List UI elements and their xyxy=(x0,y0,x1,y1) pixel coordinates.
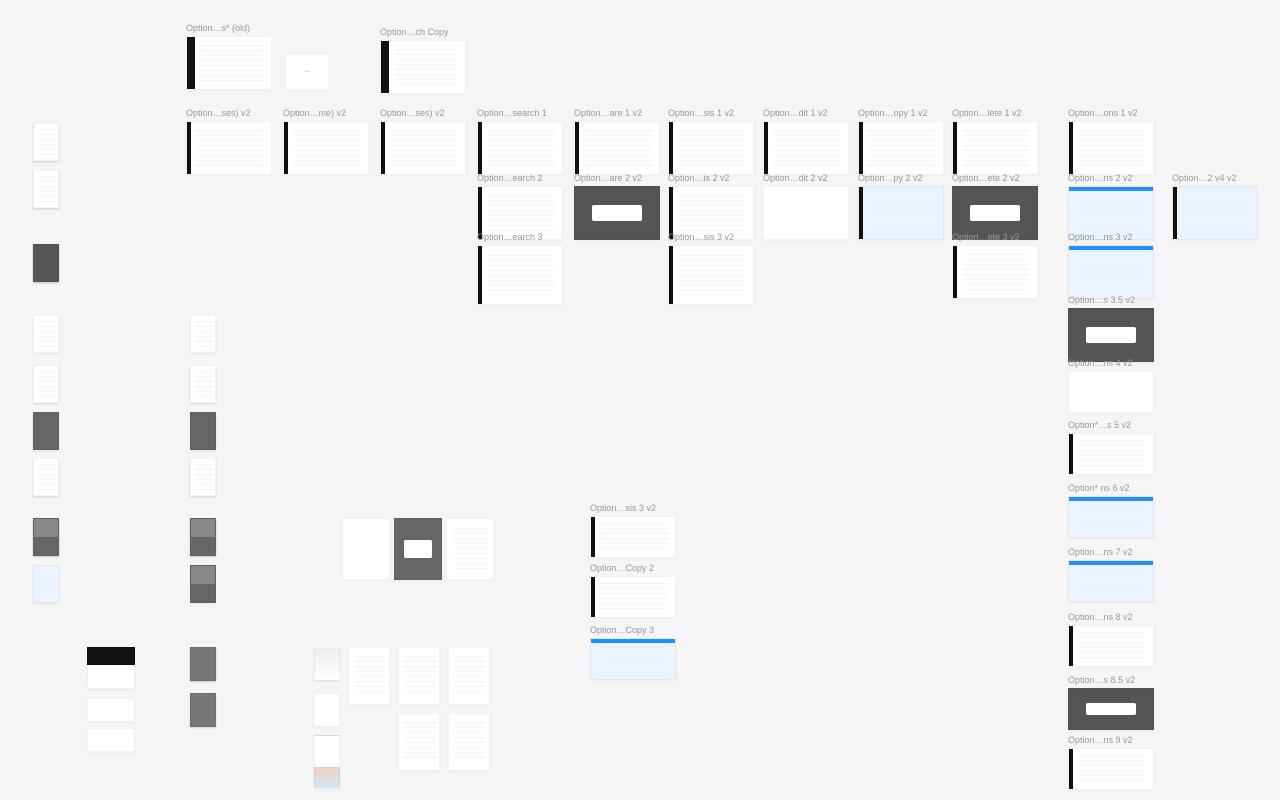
artboard-label: Option…dit 2 v2 xyxy=(763,173,828,183)
artboard-thumbnail[interactable] xyxy=(477,245,563,305)
artboard-label: Option…are 2 v2 xyxy=(574,173,642,183)
artboard-thumbnail[interactable] xyxy=(314,647,340,681)
artboard-thumbnail[interactable] xyxy=(190,565,216,603)
artboard-thumbnail[interactable] xyxy=(87,698,135,722)
artboard-thumbnail[interactable] xyxy=(314,735,340,789)
artboard-thumbnail[interactable] xyxy=(590,576,676,618)
artboard-label: Option…ns 2 v2 xyxy=(1068,173,1133,183)
artboard-thumbnail[interactable] xyxy=(33,170,59,208)
artboard-label: Option…ns 3 v2 xyxy=(1068,232,1133,242)
artboard-thumbnail[interactable] xyxy=(33,123,59,161)
artboard-thumbnail[interactable] xyxy=(574,186,660,240)
artboard-thumbnail[interactable] xyxy=(1068,371,1154,413)
artboard-thumbnail[interactable] xyxy=(87,665,135,689)
artboard-thumbnail[interactable] xyxy=(342,518,390,580)
artboard-thumbnail[interactable] xyxy=(348,647,390,705)
artboard-thumbnail[interactable] xyxy=(398,647,440,705)
artboard-label: Option…ns 7 v2 xyxy=(1068,547,1133,557)
artboard-thumbnail[interactable] xyxy=(858,121,944,175)
artboard-label: Option…earch 2 xyxy=(477,173,543,183)
artboard-thumbnail[interactable] xyxy=(314,693,340,727)
artboard-label: Option…ns 9 v2 xyxy=(1068,735,1133,745)
artboard-label: Option…ch Copy xyxy=(380,27,449,37)
artboard-thumbnail[interactable] xyxy=(1068,748,1154,790)
artboard-thumbnail[interactable] xyxy=(186,36,272,90)
artboard-thumbnail[interactable] xyxy=(858,186,944,240)
artboard-thumbnail[interactable] xyxy=(190,647,216,681)
artboard-thumbnail[interactable] xyxy=(186,121,272,175)
artboard-thumbnail[interactable] xyxy=(190,518,216,556)
artboard-label: Option…sis 3 v2 xyxy=(590,503,656,513)
artboard-thumbnail[interactable] xyxy=(33,365,59,403)
artboard-label: Option…ns 8 v2 xyxy=(1068,612,1133,622)
artboard-label: Option…ns 4 v2 xyxy=(1068,358,1133,368)
artboard-thumbnail[interactable] xyxy=(763,186,849,240)
artboard-thumbnail[interactable] xyxy=(33,518,59,556)
artboard-label: Option…s 8.5 v2 xyxy=(1068,675,1135,685)
artboard-label: Option*…s 5 v2 xyxy=(1068,420,1131,430)
artboard-thumbnail[interactable] xyxy=(763,121,849,175)
artboard-thumbnail[interactable] xyxy=(1068,625,1154,667)
artboard-thumbnail[interactable] xyxy=(33,458,59,496)
artboard-thumbnail[interactable] xyxy=(574,121,660,175)
artboard-label: Option…s 3.5 v2 xyxy=(1068,295,1135,305)
artboard-thumbnail[interactable] xyxy=(448,647,490,705)
artboard-thumbnail[interactable] xyxy=(590,638,676,680)
artboard-thumbnail[interactable] xyxy=(190,412,216,450)
artboard-label: Option…me) v2 xyxy=(283,108,346,118)
artboard-label: Option…earch 3 xyxy=(477,232,543,242)
artboard-thumbnail[interactable] xyxy=(1068,308,1154,362)
artboard-thumbnail[interactable] xyxy=(398,713,440,771)
artboard-label: Option…sis 3 v2 xyxy=(668,232,734,242)
artboard-thumbnail[interactable] xyxy=(190,315,216,353)
artboard-label: Option…s* (old) xyxy=(186,23,250,33)
artboard-thumbnail[interactable] xyxy=(590,516,676,558)
artboard-label: Option* ns 6 v2 xyxy=(1068,483,1130,493)
artboard-thumbnail[interactable] xyxy=(668,245,754,305)
artboard-thumbnail[interactable] xyxy=(33,412,59,450)
artboard-thumbnail[interactable] xyxy=(448,713,490,771)
artboard-thumbnail[interactable] xyxy=(477,121,563,175)
artboard-label: Option…search 1 xyxy=(477,108,547,118)
artboard-thumbnail[interactable] xyxy=(1068,433,1154,475)
artboard-thumbnail[interactable] xyxy=(1068,496,1154,538)
artboard-thumbnail[interactable] xyxy=(380,40,466,94)
artboard-thumbnail[interactable] xyxy=(33,244,59,282)
artboard-label: Option…2 v4 v2 xyxy=(1172,173,1237,183)
artboard-label: Option…ons 1 v2 xyxy=(1068,108,1138,118)
artboard-label: Option…py 2 v2 xyxy=(858,173,923,183)
artboard-thumbnail[interactable] xyxy=(380,121,466,175)
artboard-thumbnail[interactable] xyxy=(190,458,216,496)
artboard-label: Option…ses) v2 xyxy=(186,108,251,118)
artboard-label: Option…lete 1 v2 xyxy=(952,108,1022,118)
artboard-thumbnail[interactable] xyxy=(446,518,494,580)
artboard-thumbnail[interactable] xyxy=(87,728,135,752)
artboard-label: Option…opy 1 v2 xyxy=(858,108,928,118)
artboard-thumbnail[interactable]: ··· xyxy=(285,54,329,90)
artboard-thumbnail[interactable] xyxy=(283,121,369,175)
artboard-thumbnail[interactable] xyxy=(1068,245,1154,299)
design-canvas[interactable]: Option…s* (old) ··· Option…ch Copy Optio… xyxy=(0,0,1280,800)
artboard-thumbnail[interactable] xyxy=(1068,688,1154,730)
artboard-label: Option…dit 1 v2 xyxy=(763,108,828,118)
artboard-label: Option…ete 2 v2 xyxy=(952,173,1020,183)
artboard-thumbnail[interactable] xyxy=(952,245,1038,299)
artboard-thumbnail[interactable] xyxy=(1172,186,1258,240)
artboard-thumbnail[interactable] xyxy=(190,365,216,403)
artboard-label: Option…ses) v2 xyxy=(380,108,445,118)
artboard-thumbnail[interactable] xyxy=(1068,121,1154,175)
artboard-thumbnail[interactable] xyxy=(668,121,754,175)
artboard-label: Option…sis 1 v2 xyxy=(668,108,734,118)
artboard-label: Option…Copy 3 xyxy=(590,625,654,635)
artboard-label: Option…ete 3 v2 xyxy=(952,232,1020,242)
artboard-thumbnail[interactable] xyxy=(394,518,442,580)
artboard-thumbnail[interactable] xyxy=(1068,560,1154,602)
artboard-label: Option…is 2 v2 xyxy=(668,173,730,183)
artboard-thumbnail[interactable] xyxy=(33,315,59,353)
artboard-thumbnail[interactable] xyxy=(952,121,1038,175)
artboard-label: Option…are 1 v2 xyxy=(574,108,642,118)
artboard-thumbnail[interactable] xyxy=(190,693,216,727)
artboard-thumbnail[interactable] xyxy=(33,565,59,603)
artboard-label: Option…Copy 2 xyxy=(590,563,654,573)
